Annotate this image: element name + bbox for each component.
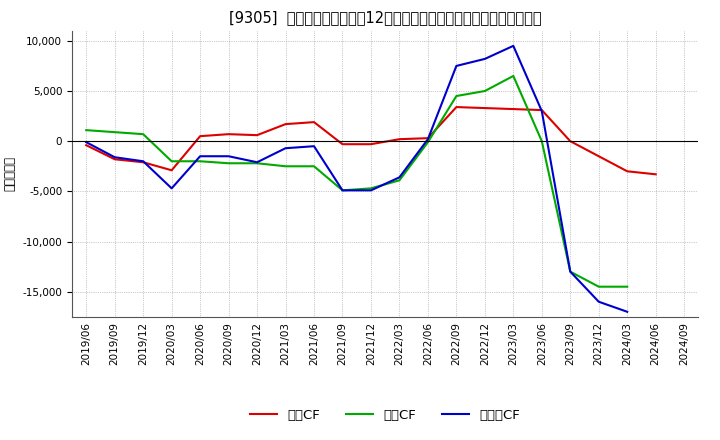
営業CF <box>452 104 461 110</box>
投資CF <box>480 88 489 94</box>
Title: [9305]  キャッシュフローの12か月移動合計の対前年同期増減額の推移: [9305] キャッシュフローの12か月移動合計の対前年同期増減額の推移 <box>229 11 541 26</box>
営業CF <box>366 142 375 147</box>
投資CF <box>452 93 461 99</box>
フリーCF <box>480 56 489 62</box>
投資CF <box>282 164 290 169</box>
投資CF <box>196 158 204 164</box>
営業CF <box>595 154 603 159</box>
フリーCF <box>509 43 518 48</box>
Line: 営業CF: 営業CF <box>86 107 656 174</box>
投資CF <box>509 73 518 79</box>
営業CF <box>310 120 318 125</box>
フリーCF <box>139 158 148 164</box>
営業CF <box>537 107 546 113</box>
Line: 投資CF: 投資CF <box>86 76 627 287</box>
営業CF <box>623 169 631 174</box>
フリーCF <box>338 188 347 193</box>
営業CF <box>423 136 432 141</box>
投資CF <box>595 284 603 290</box>
フリーCF <box>82 139 91 145</box>
Legend: 営業CF, 投資CF, フリーCF: 営業CF, 投資CF, フリーCF <box>245 403 526 427</box>
投資CF <box>623 284 631 290</box>
営業CF <box>110 157 119 162</box>
営業CF <box>196 133 204 139</box>
営業CF <box>652 172 660 177</box>
営業CF <box>253 132 261 138</box>
投資CF <box>537 139 546 144</box>
投資CF <box>110 129 119 135</box>
フリーCF <box>196 154 204 159</box>
フリーCF <box>110 154 119 160</box>
フリーCF <box>452 63 461 69</box>
投資CF <box>225 161 233 166</box>
投資CF <box>566 269 575 274</box>
営業CF <box>338 142 347 147</box>
営業CF <box>509 106 518 112</box>
フリーCF <box>566 269 575 274</box>
営業CF <box>139 160 148 165</box>
Line: フリーCF: フリーCF <box>86 46 627 312</box>
投資CF <box>310 164 318 169</box>
フリーCF <box>282 146 290 151</box>
Y-axis label: （百万円）: （百万円） <box>4 156 17 191</box>
営業CF <box>282 121 290 127</box>
フリーCF <box>253 160 261 165</box>
フリーCF <box>537 108 546 114</box>
フリーCF <box>623 309 631 315</box>
フリーCF <box>595 299 603 304</box>
フリーCF <box>366 188 375 193</box>
フリーCF <box>225 154 233 159</box>
フリーCF <box>310 143 318 149</box>
投資CF <box>139 132 148 137</box>
投資CF <box>82 128 91 133</box>
営業CF <box>82 143 91 148</box>
営業CF <box>225 132 233 137</box>
営業CF <box>395 136 404 142</box>
投資CF <box>395 178 404 183</box>
営業CF <box>167 168 176 173</box>
営業CF <box>480 106 489 111</box>
フリーCF <box>167 186 176 191</box>
フリーCF <box>423 136 432 142</box>
投資CF <box>167 158 176 164</box>
投資CF <box>366 186 375 191</box>
投資CF <box>253 161 261 166</box>
フリーCF <box>395 175 404 180</box>
投資CF <box>338 188 347 193</box>
投資CF <box>423 139 432 145</box>
営業CF <box>566 139 575 144</box>
